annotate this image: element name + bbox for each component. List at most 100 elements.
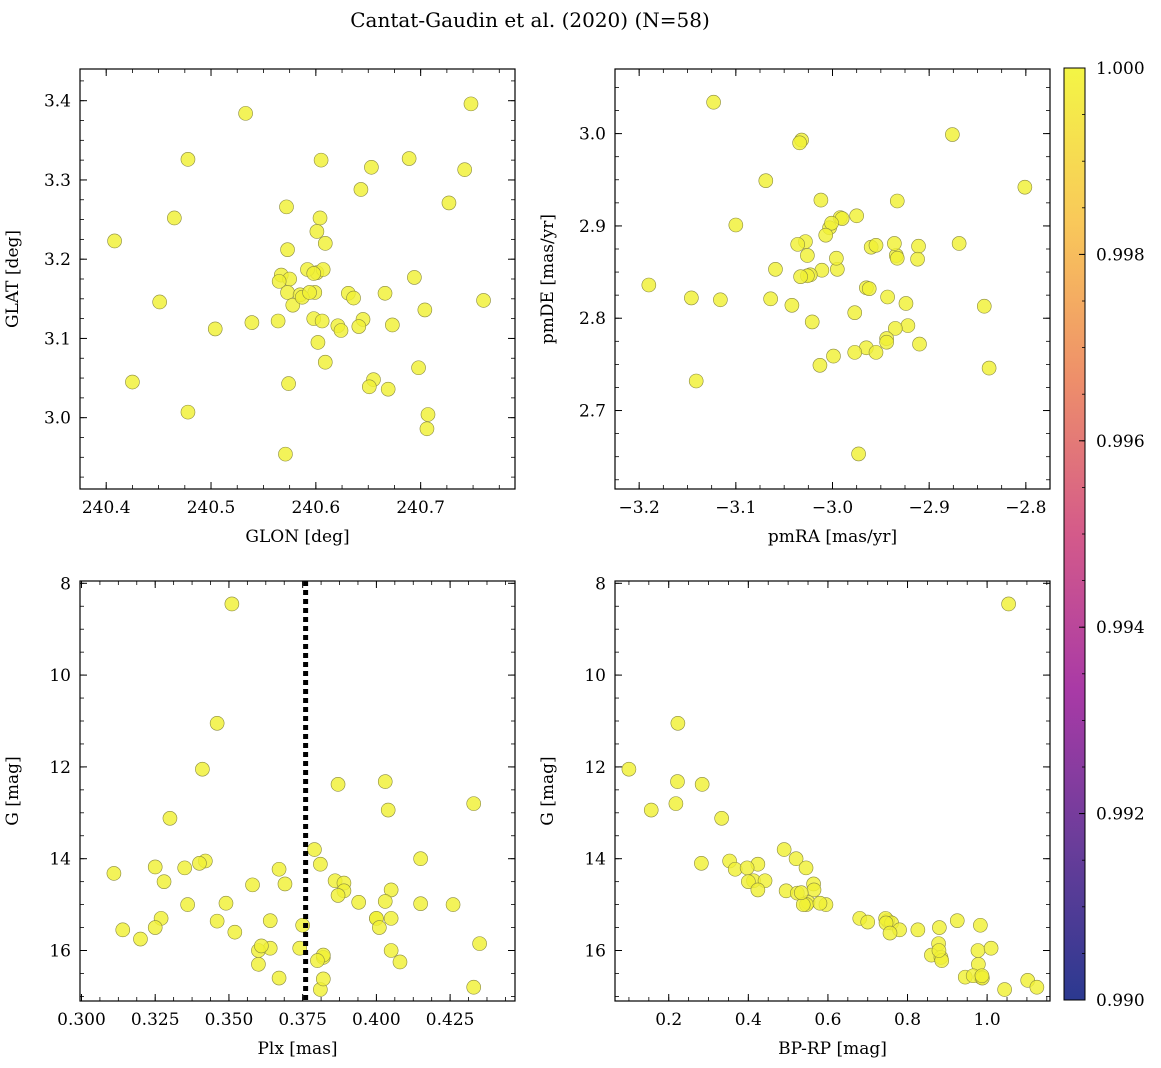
data-point xyxy=(330,777,346,792)
data-point xyxy=(826,348,841,364)
data-point xyxy=(806,882,822,898)
data-point xyxy=(385,317,400,333)
data-point xyxy=(106,866,122,881)
colorbar-tick-label: 0.994 xyxy=(1096,618,1145,638)
x-tick-label: −3.1 xyxy=(715,498,756,518)
data-point xyxy=(945,127,960,142)
data-point xyxy=(218,895,234,911)
data-point xyxy=(180,152,196,167)
x-tick-label: 240.6 xyxy=(292,498,341,518)
data-point xyxy=(670,715,686,731)
colorbar-tick-label: 0.992 xyxy=(1096,805,1145,825)
data-point xyxy=(251,956,266,972)
data-point xyxy=(970,943,986,958)
data-point xyxy=(380,802,396,818)
data-point xyxy=(411,360,426,376)
y-tick-label: 14 xyxy=(49,850,71,870)
colorbar: 0.990 0.992 0.994 0.996 0.998 1.000 xyxy=(1063,59,1145,1011)
data-point xyxy=(684,290,699,306)
data-point xyxy=(362,379,377,395)
data-point xyxy=(472,936,487,951)
data-point xyxy=(271,274,287,289)
data-point xyxy=(861,281,877,296)
x-tick-label: 240.4 xyxy=(82,498,131,518)
data-point xyxy=(795,897,811,912)
data-point xyxy=(798,860,814,876)
data-point xyxy=(351,319,367,334)
data-point xyxy=(643,802,659,818)
data-point xyxy=(818,227,834,243)
data-point xyxy=(668,796,684,811)
x-tick-label: 0.325 xyxy=(131,1010,180,1030)
y-tick-label: 2.9 xyxy=(579,217,606,237)
data-point xyxy=(280,285,295,300)
data-point xyxy=(383,911,399,926)
data-point xyxy=(776,842,792,857)
data-point xyxy=(879,334,894,350)
data-point xyxy=(306,266,322,281)
x-tick-label: 0.350 xyxy=(205,1010,254,1030)
data-point xyxy=(419,421,435,437)
colorbar-tick-label: 0.990 xyxy=(1096,991,1145,1011)
data-point xyxy=(824,215,839,231)
data-point xyxy=(800,248,815,263)
data-point xyxy=(694,855,709,871)
x-tick-label: 240.5 xyxy=(187,498,236,518)
data-point xyxy=(788,851,804,867)
data-point xyxy=(888,321,903,336)
data-point xyxy=(280,242,295,257)
panel-bprp-g: 0.2 0.4 0.6 0.8 1.0 8 10 12 14 16 BP-RP [mag] G [ma… xyxy=(538,574,1051,1059)
data-point xyxy=(813,192,829,208)
data-point xyxy=(847,345,863,360)
data-point xyxy=(353,182,369,197)
data-point xyxy=(254,938,269,954)
x-axis-label: Plx [mas] xyxy=(257,1039,337,1059)
y-tick-label: 14 xyxy=(584,850,606,870)
data-point xyxy=(997,982,1012,997)
x-axis-label: GLON [deg] xyxy=(245,527,349,547)
data-point xyxy=(976,298,992,314)
y-axis-label: G [mag] xyxy=(3,756,23,825)
y-tick-label: 8 xyxy=(60,574,71,594)
data-point xyxy=(694,777,710,792)
data-point xyxy=(670,774,685,789)
data-point xyxy=(910,251,925,267)
data-point xyxy=(910,922,926,938)
axes-frame xyxy=(79,580,516,1002)
axes-frame xyxy=(79,68,516,490)
data-point xyxy=(417,302,433,318)
data-point xyxy=(392,954,408,970)
data-point xyxy=(317,236,333,251)
y-tick-label: 12 xyxy=(49,758,71,778)
data-point xyxy=(377,285,393,301)
y-tick-label: 3.2 xyxy=(44,250,71,270)
data-point xyxy=(115,922,131,938)
axes-frame xyxy=(614,580,1051,1002)
data-point xyxy=(316,971,331,987)
figure-title: Cantat-Gaudin et al. (2020) (N=58) xyxy=(350,8,710,32)
data-point xyxy=(271,970,287,986)
colorbar-tick-label: 0.998 xyxy=(1096,245,1145,265)
scatter-points xyxy=(641,94,1033,462)
y-tick-label: 2.8 xyxy=(579,309,606,329)
data-point xyxy=(245,877,260,893)
data-point xyxy=(270,313,286,329)
data-point xyxy=(285,297,301,313)
y-axis-label: G [mag] xyxy=(538,756,558,825)
data-point xyxy=(277,876,293,892)
data-point xyxy=(407,270,422,285)
data-point xyxy=(812,895,828,911)
scatter-points xyxy=(107,96,491,462)
data-point xyxy=(784,298,800,313)
data-point xyxy=(107,233,122,249)
x-tick-label: −2.9 xyxy=(909,498,950,518)
data-point xyxy=(706,94,721,110)
x-axis-label: pmRA [mas/yr] xyxy=(768,527,897,547)
data-point xyxy=(227,924,243,940)
y-tick-label: 16 xyxy=(584,942,606,962)
x-tick-label: 0.375 xyxy=(278,1010,327,1030)
data-point xyxy=(900,318,916,333)
data-point xyxy=(310,953,325,968)
data-point xyxy=(209,715,225,731)
x-tick-label: 240.7 xyxy=(396,498,445,518)
